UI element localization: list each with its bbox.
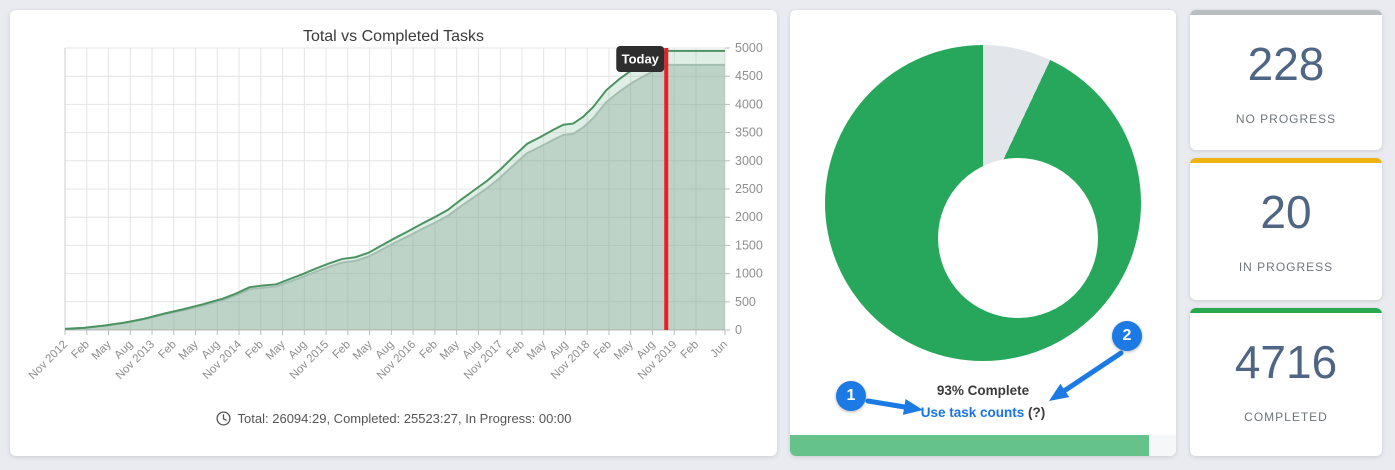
in-progress-label: IN PROGRESS bbox=[1238, 259, 1334, 274]
use-task-counts-link[interactable]: Use task counts bbox=[920, 405, 1025, 420]
svg-text:500: 500 bbox=[735, 295, 756, 309]
callout-badge-1: 1 bbox=[836, 381, 866, 411]
svg-text:2000: 2000 bbox=[735, 210, 763, 224]
donut-hole bbox=[938, 158, 1098, 318]
svg-text:Feb: Feb bbox=[330, 339, 353, 362]
stat-card-in-progress: 20 IN PROGRESS bbox=[1190, 158, 1382, 300]
svg-text:Feb: Feb bbox=[69, 339, 92, 362]
stat-accent-bar bbox=[1190, 158, 1382, 163]
total-vs-completed-card: Total vs Completed Tasks 0 500 1000 1500 200… bbox=[10, 10, 777, 456]
no-progress-count: 228 bbox=[1247, 38, 1325, 90]
stat-accent-bar bbox=[1190, 10, 1382, 15]
svg-text:4500: 4500 bbox=[735, 69, 763, 83]
completion-progress-fill bbox=[790, 435, 1149, 456]
svg-text:May: May bbox=[264, 338, 288, 362]
svg-text:Feb: Feb bbox=[679, 339, 702, 362]
svg-text:1500: 1500 bbox=[735, 238, 763, 252]
line-chart-footer: Total: 26094:29, Completed: 25523:27, In… bbox=[10, 411, 777, 426]
svg-text:May: May bbox=[612, 338, 636, 362]
stat-card-completed: 4716 COMPLETED bbox=[1190, 308, 1382, 456]
completed-label: COMPLETED bbox=[1244, 409, 1328, 424]
svg-text:May: May bbox=[351, 338, 375, 362]
svg-text:3500: 3500 bbox=[735, 126, 763, 140]
svg-text:Feb: Feb bbox=[418, 339, 441, 362]
svg-text:Nov 2012: Nov 2012 bbox=[27, 339, 70, 382]
svg-text:2500: 2500 bbox=[735, 182, 763, 196]
line-chart-title: Total vs Completed Tasks bbox=[302, 28, 485, 45]
svg-text:May: May bbox=[177, 338, 201, 362]
stat-accent-bar bbox=[1190, 308, 1382, 313]
line-chart-footer-text: Total: 26094:29, Completed: 25523:27, In… bbox=[237, 411, 572, 426]
svg-text:May: May bbox=[525, 338, 549, 362]
no-progress-label: NO PROGRESS bbox=[1235, 111, 1337, 126]
svg-text:0: 0 bbox=[735, 323, 742, 337]
svg-text:3000: 3000 bbox=[735, 154, 763, 168]
svg-text:1000: 1000 bbox=[735, 267, 763, 281]
completion-progress-bar bbox=[790, 435, 1176, 456]
svg-text:Jun: Jun bbox=[709, 339, 731, 361]
svg-text:Feb: Feb bbox=[505, 339, 528, 362]
clock-icon bbox=[215, 411, 231, 426]
svg-text:Feb: Feb bbox=[592, 339, 615, 362]
svg-text:Today: Today bbox=[622, 52, 660, 67]
in-progress-count: 20 bbox=[1260, 186, 1312, 238]
svg-text:Feb: Feb bbox=[156, 339, 179, 362]
svg-text:May: May bbox=[90, 338, 114, 362]
percent-complete-card: 93% Complete Use task counts (?) 1 2 bbox=[790, 10, 1176, 456]
completed-count: 4716 bbox=[1234, 336, 1338, 388]
percent-complete-label: 93% Complete bbox=[936, 383, 1030, 398]
svg-text:Feb: Feb bbox=[243, 339, 266, 362]
donut-link-row: Use task counts (?) bbox=[790, 405, 1176, 420]
line-chart[interactable]: 0 500 1000 1500 2000 2500 3000 3500 4000 4500 5000… bbox=[10, 10, 777, 456]
stat-card-no-progress: 228 NO PROGRESS bbox=[1190, 10, 1382, 150]
callout-badge-2: 2 bbox=[1112, 321, 1142, 351]
donut-chart[interactable] bbox=[825, 45, 1141, 361]
help-icon[interactable]: (?) bbox=[1028, 405, 1046, 420]
svg-text:May: May bbox=[438, 338, 462, 362]
svg-text:5000: 5000 bbox=[735, 41, 763, 55]
svg-text:4000: 4000 bbox=[735, 97, 763, 111]
